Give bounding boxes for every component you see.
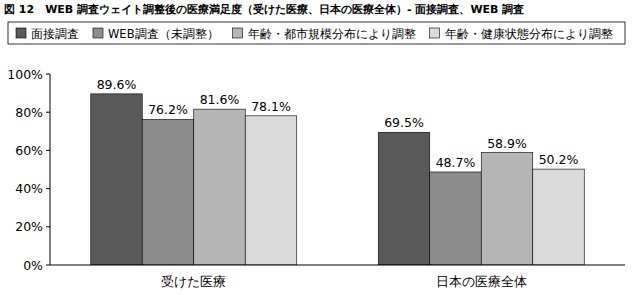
y-tick (46, 226, 50, 227)
chart: 図 12 WEB 調査ウェイト調整後の医療満足度（受けた医療、日本の医療全体）-… (0, 0, 633, 295)
legend-label: WEB調査（未調整） (108, 27, 219, 41)
legend-swatch (93, 28, 103, 38)
bar (533, 169, 585, 265)
bars (91, 94, 585, 265)
x-tick-label: 受けた医療 (161, 274, 226, 289)
data-label: 76.2% (148, 102, 188, 117)
y-tick (46, 265, 50, 266)
bar (245, 116, 297, 265)
data-label: 48.7% (436, 155, 476, 170)
legend: 面接調査 WEB調査（未調整） 年齢・都市規模分布により調整 年齢・健康状態分布により… (8, 22, 625, 44)
data-labels: 89.6% 76.2% 81.6% 78.1% 69.5% 48.7% 58.9% 50.2% (97, 77, 579, 170)
bar (142, 119, 194, 265)
y-tick-label: 0% (23, 258, 43, 273)
data-label: 58.9% (487, 136, 527, 151)
legend-swatch (16, 28, 26, 38)
data-label: 89.6% (97, 77, 137, 92)
legend-swatch (233, 28, 243, 38)
legend-label: 年齢・健康状態分布により調整 (445, 27, 613, 41)
y-tick-label: 100% (7, 67, 43, 82)
y-tick-label: 60% (15, 143, 43, 158)
bar (194, 109, 246, 265)
legend-label: 年齢・都市規模分布により調整 (248, 27, 416, 41)
y-tick-label: 80% (15, 105, 43, 120)
x-axis (50, 265, 625, 266)
y-tick (46, 112, 50, 113)
y-tick-label: 40% (15, 181, 43, 196)
data-label: 69.5% (384, 115, 424, 130)
y-axis (50, 74, 51, 265)
data-label: 81.6% (200, 92, 240, 107)
legend-label: 面接調査 (31, 27, 79, 41)
bar (91, 94, 143, 265)
x-tick-label: 日本の医療全体 (436, 274, 527, 289)
bar (481, 153, 533, 265)
bar (378, 132, 430, 265)
data-label: 50.2% (539, 152, 579, 167)
y-tick (46, 150, 50, 151)
y-tick (46, 188, 50, 189)
title: 図 12 WEB 調査ウェイト調整後の医療満足度（受けた医療、日本の医療全体）-… (4, 3, 524, 16)
y-tick (46, 74, 50, 75)
data-label: 78.1% (251, 99, 291, 114)
y-tick-label: 20% (15, 219, 43, 234)
legend-swatch (430, 28, 440, 38)
bar (430, 172, 482, 265)
legend-frame (8, 22, 625, 44)
